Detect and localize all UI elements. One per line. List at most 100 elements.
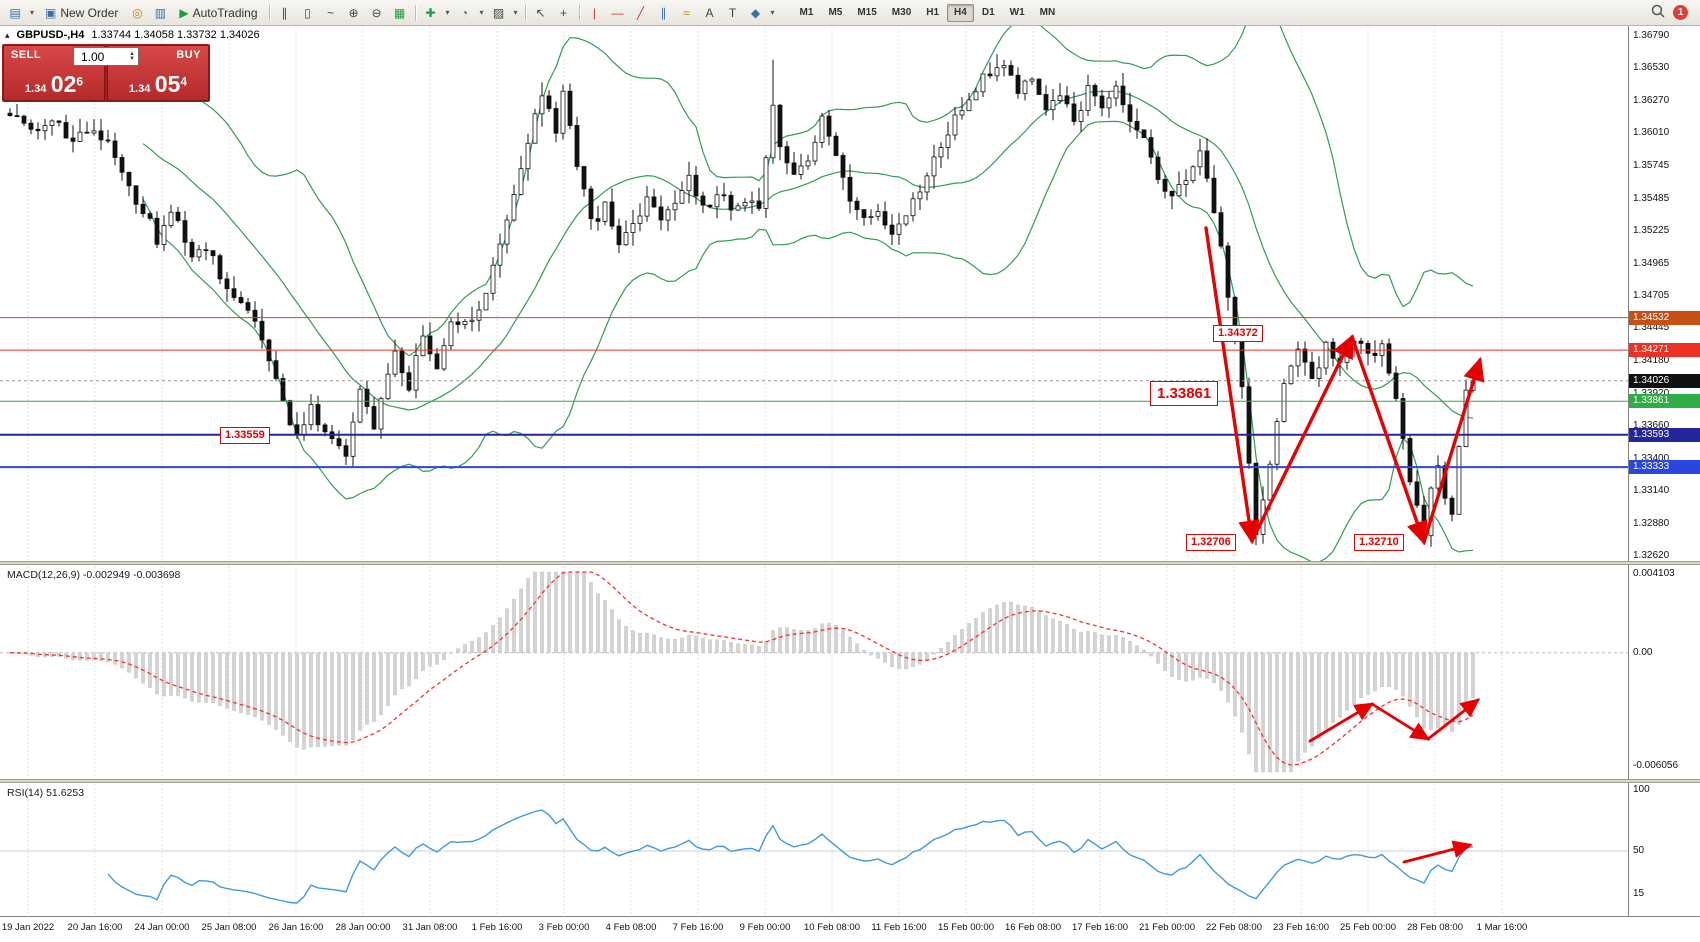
templates-caret-icon[interactable]: ▾ [513, 8, 518, 17]
bid-price: 1.34 026 [24, 71, 84, 97]
trend-arrows-rsi[interactable] [1402, 840, 1473, 864]
time-tick-label: 20 Jan 16:00 [67, 922, 123, 933]
time-tick-label: 28 Jan 00:00 [335, 922, 391, 933]
time-tick-label: 21 Feb 00:00 [1139, 922, 1195, 933]
shapes-caret-icon[interactable]: ▾ [770, 8, 775, 17]
grid-lines [27, 27, 1503, 915]
expert-advisors-icon[interactable]: ◎ [132, 5, 143, 20]
timeframe-h4[interactable]: H4 [947, 3, 974, 22]
macd-histogram [8, 571, 1475, 773]
autotrading-button[interactable]: ▶ AutoTrading [172, 2, 264, 24]
panel-separator-rsi[interactable] [0, 779, 1700, 783]
notification-badge[interactable]: 1 [1673, 5, 1688, 20]
time-axis[interactable]: 19 Jan 2022 20 Jan 16:00 24 Jan 00:00 25 Ja… [0, 916, 1700, 942]
toolbar-separator [578, 4, 580, 21]
buy-label: BUY [176, 49, 201, 61]
new-chart-icon[interactable]: ▤ [9, 5, 21, 20]
rsi-title: RSI(14) 51.6253 [7, 787, 85, 799]
symbol-title: GBPUSD-,H4 [16, 29, 85, 41]
volume-input[interactable]: 1.00 ▲ ▼ [73, 47, 139, 66]
fibonacci-icon[interactable]: ≈ [683, 5, 690, 20]
bollinger-upper-line [142, 26, 1474, 357]
timeframe-d1[interactable]: D1 [981, 6, 995, 18]
timeframe-m30[interactable]: M30 [891, 6, 912, 18]
macd-signal-line [10, 571, 1474, 766]
time-tick-label: 25 Feb 00:00 [1340, 922, 1396, 933]
volume-spinner[interactable]: ▲ ▼ [129, 50, 135, 62]
macd-title: MACD(12,26,9) -0.002949 -0.003698 [7, 569, 181, 581]
time-tick-label: 11 Feb 16:00 [871, 922, 927, 933]
ohlc-values: 1.33744 1.34058 1.33732 1.34026 [91, 29, 260, 41]
horizontal-line-icon[interactable]: — [611, 5, 624, 20]
bollinger-middle-line [142, 90, 1474, 419]
time-tick-label: 17 Feb 16:00 [1072, 922, 1128, 933]
timeframe-w1[interactable]: W1 [1009, 6, 1025, 18]
time-tick-label: 16 Feb 08:00 [1005, 922, 1061, 933]
zoom-in-icon[interactable]: ⊕ [348, 5, 359, 20]
candles [7, 54, 1476, 547]
vertical-line-icon[interactable]: | [592, 5, 597, 20]
trend-arrows-macd[interactable] [1308, 698, 1481, 743]
tile-windows-icon[interactable]: ▦ [393, 5, 406, 20]
time-tick-label: 24 Jan 00:00 [134, 922, 190, 933]
text-tool-icon[interactable]: A [705, 5, 714, 20]
time-tick-label: 9 Feb 00:00 [739, 922, 791, 933]
timeframe-group: M1 M5 M15 M30 H1 H4 D1 W1 MN [793, 3, 1063, 22]
indicators-icon[interactable]: ✚ [425, 5, 436, 20]
timeframe-m15[interactable]: M15 [857, 6, 877, 18]
candlestick-chart-icon[interactable]: ▯ [304, 5, 311, 20]
zoom-out-icon[interactable]: ⊖ [371, 5, 382, 20]
volume-value: 1.00 [81, 49, 105, 64]
bar-chart-icon[interactable]: ∥ [281, 5, 288, 20]
one-click-expander-icon[interactable]: ▴ [5, 29, 10, 40]
periods-caret-icon[interactable]: ▾ [479, 8, 484, 17]
time-tick-label: 3 Feb 00:00 [538, 922, 590, 933]
new-order-label: New Order [60, 5, 119, 20]
time-tick-label: 1 Mar 16:00 [1476, 922, 1528, 933]
time-tick-label: 31 Jan 08:00 [402, 922, 458, 933]
trendline-icon[interactable]: ╱ [636, 5, 645, 20]
time-tick-label: 4 Feb 08:00 [605, 922, 657, 933]
time-tick-label: 25 Jan 08:00 [201, 922, 257, 933]
text-label-icon[interactable]: T [728, 5, 737, 20]
time-tick-label: 22 Feb 08:00 [1206, 922, 1262, 933]
toolbar-separator [268, 4, 270, 21]
new-chart-caret-icon[interactable]: ▾ [29, 8, 34, 17]
periods-icon[interactable]: ◔ [460, 5, 469, 20]
time-tick-label: 23 Feb 16:00 [1273, 922, 1329, 933]
crosshair-icon[interactable]: + [560, 5, 568, 20]
time-tick-label: 7 Feb 16:00 [672, 922, 724, 933]
time-tick-label: 28 Feb 08:00 [1407, 922, 1463, 933]
new-order-button[interactable]: ▣ New Order [38, 2, 125, 24]
sell-label: SELL [11, 49, 42, 61]
time-tick-label: 15 Feb 00:00 [938, 922, 994, 933]
cursor-icon[interactable]: ↖ [535, 5, 546, 20]
chart-profiles-icon[interactable]: ▥ [154, 5, 167, 20]
toolbar-separator [524, 4, 526, 21]
channel-icon[interactable]: ∥ [660, 5, 667, 20]
bollinger-bands [142, 26, 1474, 561]
autotrading-label: AutoTrading [192, 5, 258, 20]
panel-separator-macd[interactable] [0, 561, 1700, 565]
timeframe-m1[interactable]: M1 [799, 6, 814, 18]
timeframe-m5[interactable]: M5 [828, 6, 843, 18]
toolbar-separator [414, 4, 416, 21]
horizontal-level-lines[interactable] [0, 317, 1628, 469]
main-toolbar: ▤ ▾ ▣ New Order ◎ ▥ ▶ AutoTrading ∥ ▯ ~ … [0, 0, 1700, 26]
time-tick-label: 19 Jan 2022 [1, 922, 55, 933]
autotrading-icon: ▶ [179, 5, 189, 20]
search-icon[interactable] [1651, 4, 1665, 21]
shapes-icon[interactable]: ◆ [750, 5, 761, 20]
time-tick-label: 1 Feb 16:00 [471, 922, 523, 933]
chart-info-line: ▴ GBPUSD-,H4 1.33744 1.34058 1.33732 1.3… [5, 29, 260, 41]
trend-arrows-main[interactable] [1204, 226, 1485, 546]
indicators-caret-icon[interactable]: ▾ [445, 8, 450, 17]
timeframe-h1[interactable]: H1 [926, 6, 940, 18]
line-chart-icon[interactable]: ~ [327, 5, 335, 20]
rsi-line [107, 809, 1474, 904]
time-tick-label: 10 Feb 08:00 [804, 922, 860, 933]
timeframe-mn[interactable]: MN [1039, 6, 1056, 18]
templates-icon[interactable]: ▨ [492, 5, 505, 20]
